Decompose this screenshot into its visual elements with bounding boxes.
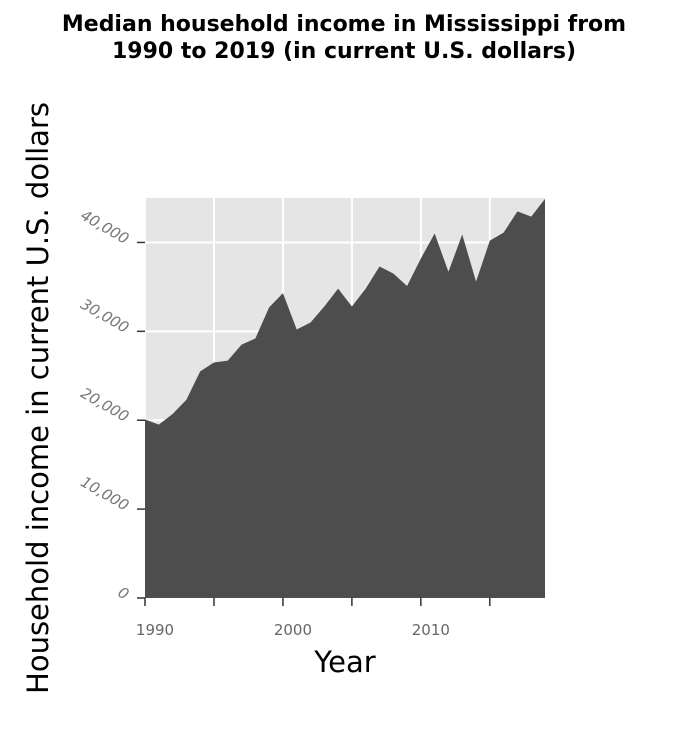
chart-title-line-1: Median household income in Mississippi f… [62, 12, 626, 37]
y-tick-label: 40,000 [78, 206, 132, 248]
x-axis-ticks: 1990 2000 2010 [136, 598, 491, 639]
y-tick-label: 0 [115, 583, 132, 603]
x-tick-label: 2010 [412, 621, 450, 639]
y-tick-label: 20,000 [78, 384, 132, 426]
x-tick-label: 2000 [274, 621, 312, 639]
y-axis-ticks: 0 10,000 20,000 30,000 40,000 [78, 206, 145, 603]
chart-title-line-2: 1990 to 2019 (in current U.S. dollars) [112, 39, 576, 64]
x-tick-label: 1990 [136, 621, 174, 639]
y-tick-label: 30,000 [78, 295, 132, 337]
income-area [145, 198, 545, 598]
y-axis-label: Household income in current U.S. dollars [21, 102, 55, 694]
x-axis-label: Year [313, 645, 375, 679]
y-tick-label: 10,000 [78, 473, 132, 515]
